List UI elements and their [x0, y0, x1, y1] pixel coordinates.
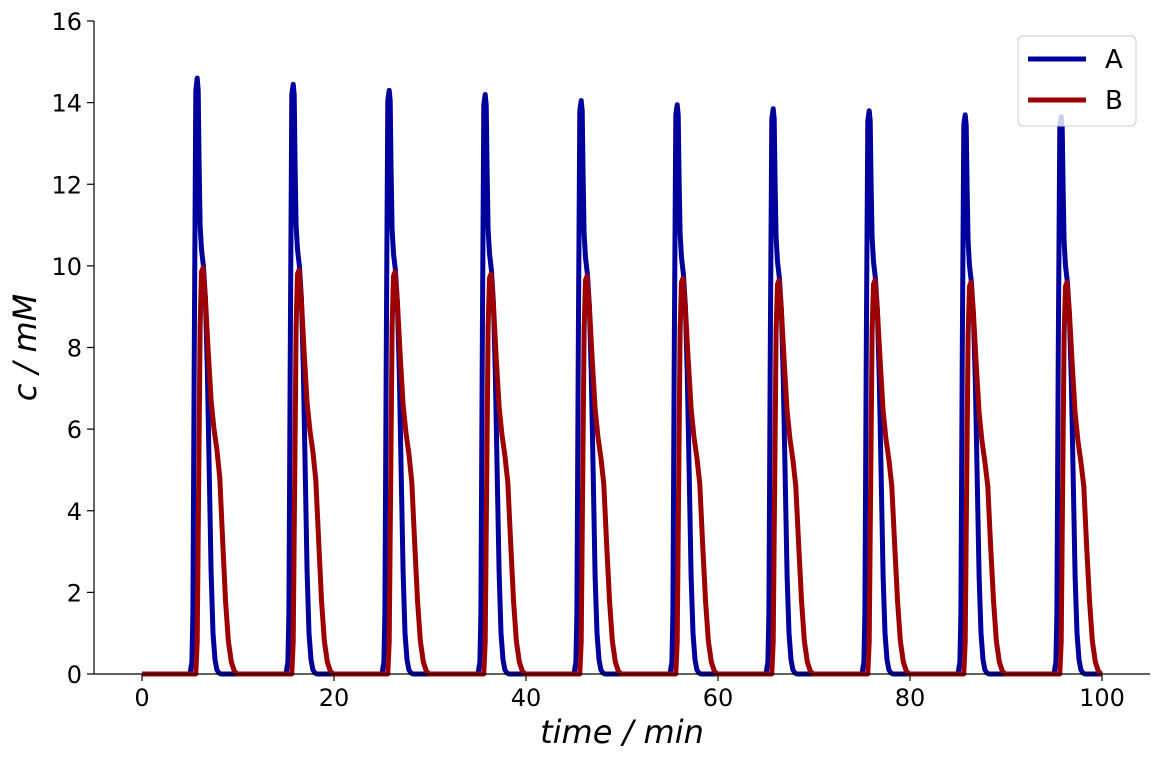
y-tick-label: 6: [67, 416, 82, 444]
ticks: 0 20 40 60 80 100 0 2 4 6 8 10 12 14 16: [51, 8, 1124, 712]
x-tick-label: 100: [1079, 684, 1125, 712]
y-tick-label: 10: [51, 253, 82, 281]
x-tick-label: 0: [134, 684, 149, 712]
y-tick-label: 12: [51, 171, 82, 199]
y-tick-label: 8: [67, 335, 82, 363]
y-tick-label: 0: [67, 661, 82, 689]
y-axis-label: c / mM: [6, 294, 44, 402]
legend-label-A: A: [1105, 45, 1123, 75]
x-axis-label: time / min: [540, 713, 704, 751]
x-tick-label: 20: [319, 684, 350, 712]
plot-area: [142, 75, 1104, 677]
x-tick-label: 80: [895, 684, 926, 712]
series-line-A: [142, 75, 1102, 677]
x-tick-label: 40: [511, 684, 542, 712]
y-tick-label: 4: [67, 498, 82, 526]
legend-label-B: B: [1105, 86, 1123, 116]
y-tick-label: 14: [51, 90, 82, 118]
legend: AB: [1017, 35, 1137, 127]
y-tick-label: 2: [67, 579, 82, 607]
x-tick-label: 60: [703, 684, 734, 712]
series-line-B: [142, 265, 1104, 677]
y-tick-label: 16: [51, 8, 82, 36]
